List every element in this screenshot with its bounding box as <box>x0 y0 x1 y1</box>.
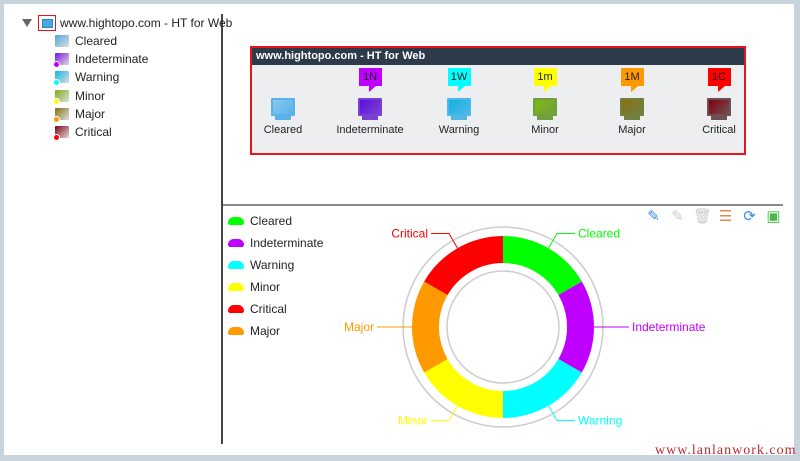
trash-icon[interactable]: 🗑 <box>693 208 713 225</box>
computer-icon <box>53 126 69 141</box>
tree-item-label: Minor <box>75 88 106 103</box>
legend-item[interactable]: Minor <box>228 276 323 298</box>
legend-item[interactable]: Indeterminate <box>228 232 323 254</box>
tree-item-indeterminate[interactable]: Indeterminate <box>53 50 149 69</box>
tree-item-major[interactable]: Major <box>53 105 106 123</box>
node-cleared[interactable]: Cleared <box>238 68 328 136</box>
monitor-stand <box>362 116 378 120</box>
tree-item-cleared[interactable]: Cleared <box>55 32 117 50</box>
vertical-splitter[interactable] <box>221 14 223 444</box>
alarm-badge: 1m <box>533 68 557 92</box>
computer-icon <box>53 89 69 105</box>
pencil-add-icon[interactable]: ✎ <box>647 208 660 225</box>
tree-item-minor[interactable]: Minor <box>53 87 106 105</box>
legend-item[interactable]: Critical <box>228 298 323 320</box>
monitor-icon <box>271 98 295 116</box>
legend-swatch <box>228 261 244 269</box>
tree-item-label: Critical <box>75 125 112 139</box>
monitor-stand <box>711 116 727 120</box>
computer-icon <box>53 53 69 69</box>
topology-panel: www.hightopo.com - HT for Web Cleared 1N I… <box>250 46 746 155</box>
node-major[interactable]: 1M Major <box>587 68 677 136</box>
node-label: Major <box>618 124 646 136</box>
legend-label: Critical <box>250 302 287 316</box>
document-icon[interactable]: ☰ <box>718 208 733 225</box>
legend-swatch <box>228 305 244 313</box>
panel-title: www.hightopo.com - HT for Web <box>252 48 744 65</box>
toolbar: ✎ ✎ 🗑 ☰ ⟳ ▣ <box>645 208 782 225</box>
refresh-icon[interactable]: ⟳ <box>743 208 756 225</box>
computer-icon <box>53 107 69 123</box>
tree-item-label: Major <box>75 106 106 121</box>
node-label: Minor <box>531 124 559 136</box>
tree-item-label: Indeterminate <box>75 52 149 67</box>
expand-triangle-icon[interactable] <box>22 19 32 27</box>
tree-item-critical[interactable]: Critical <box>53 123 112 141</box>
legend-swatch <box>228 283 244 291</box>
node-label: Critical <box>702 124 736 136</box>
computer-icon <box>55 35 69 47</box>
legend-label: Cleared <box>250 214 293 228</box>
node-critical[interactable]: 1C Critical <box>674 68 764 136</box>
monitor-stand <box>451 116 467 120</box>
tree-root-label: www.hightopo.com - HT for Web <box>60 16 233 30</box>
save-icon[interactable]: ▣ <box>766 208 781 225</box>
monitor-stand <box>537 116 553 120</box>
chart-legend: Cleared Indeterminate Warning Minor Critical… <box>228 210 323 342</box>
horizontal-splitter[interactable] <box>223 204 783 206</box>
monitor-stand <box>624 116 640 120</box>
monitor-icon <box>358 98 382 116</box>
legend-item[interactable]: Warning <box>228 254 323 276</box>
legend-item[interactable]: Major <box>228 320 323 342</box>
monitor-icon <box>533 98 557 116</box>
node-indeterminate[interactable]: 1N Indeterminate <box>325 68 415 136</box>
tree-item-label: Warning <box>75 70 120 85</box>
tree-item-warning[interactable]: Warning <box>53 68 120 87</box>
node-label: Cleared <box>263 124 303 136</box>
tree-item-label: Cleared <box>75 34 118 48</box>
node-minor[interactable]: 1m Minor <box>500 68 590 136</box>
node-label: Indeterminate <box>336 124 404 136</box>
monitor-stand <box>275 116 291 120</box>
legend-label: Major <box>250 324 281 338</box>
computer-icon <box>53 71 69 87</box>
legend-swatch <box>228 239 244 247</box>
monitor-icon <box>620 98 644 116</box>
legend-swatch <box>228 327 244 335</box>
legend-label: Indeterminate <box>250 236 324 250</box>
alarm-badge: 1C <box>707 68 731 92</box>
alarm-badge: 1W <box>447 68 471 92</box>
computer-group-icon <box>38 15 56 31</box>
alarm-badge: 1N <box>358 68 382 92</box>
legend-label: Warning <box>250 258 295 272</box>
monitor-icon <box>707 98 731 116</box>
monitor-icon <box>447 98 471 116</box>
node-warning[interactable]: 1W Warning <box>414 68 504 136</box>
tree-root[interactable]: www.hightopo.com - HT for Web <box>22 14 232 32</box>
alarm-badge: 1M <box>620 68 644 92</box>
watermark: www.lanlanwork.com <box>655 443 797 458</box>
node-label: Warning <box>438 124 480 136</box>
pencil-remove-icon[interactable]: ✎ <box>671 208 684 225</box>
legend-swatch <box>228 217 244 225</box>
legend-label: Minor <box>250 280 281 294</box>
legend-item[interactable]: Cleared <box>228 210 323 232</box>
